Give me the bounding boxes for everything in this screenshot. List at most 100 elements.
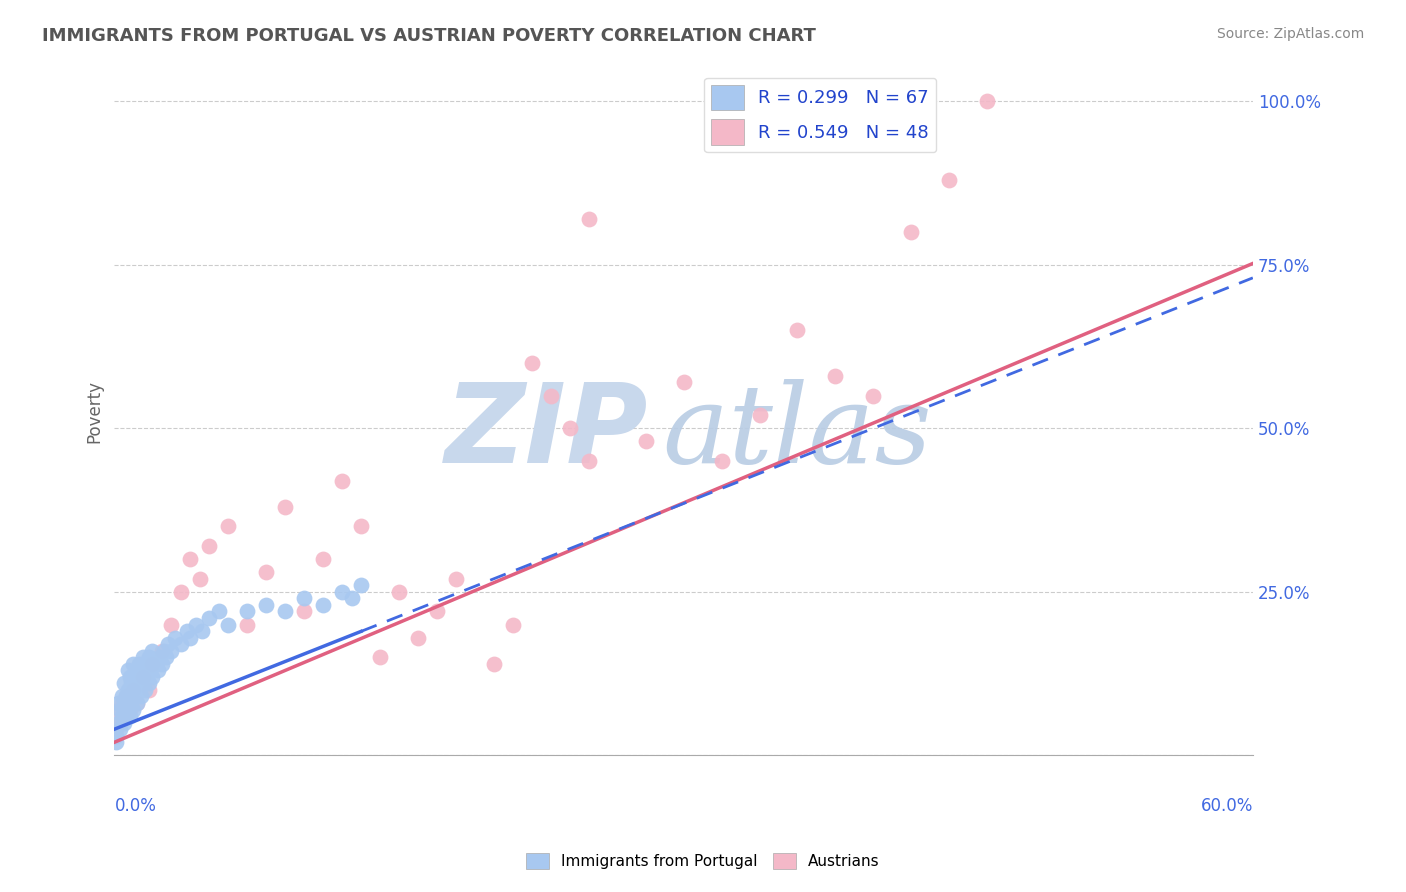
Point <box>118 670 141 684</box>
Point <box>184 617 207 632</box>
Point <box>134 682 156 697</box>
Point <box>129 690 152 704</box>
Point <box>118 709 141 723</box>
Point <box>190 624 212 638</box>
Point <box>118 690 141 704</box>
Point <box>121 696 143 710</box>
Point <box>111 690 134 704</box>
Point <box>388 584 411 599</box>
Point <box>132 650 155 665</box>
Point <box>160 617 183 632</box>
Text: 0.0%: 0.0% <box>114 797 156 814</box>
Point <box>112 715 135 730</box>
Point <box>124 670 146 684</box>
Point <box>112 709 135 723</box>
Point <box>124 690 146 704</box>
Point <box>862 388 884 402</box>
Point <box>108 702 131 716</box>
Point <box>138 676 160 690</box>
Point <box>122 702 145 716</box>
Point <box>117 663 139 677</box>
Point <box>135 670 157 684</box>
Point <box>368 650 391 665</box>
Point <box>105 729 128 743</box>
Point <box>139 663 162 677</box>
Point <box>138 650 160 665</box>
Point <box>132 670 155 684</box>
Point <box>540 388 562 402</box>
Point <box>111 696 134 710</box>
Point <box>976 94 998 108</box>
Point <box>128 657 150 671</box>
Point <box>149 650 172 665</box>
Point <box>132 676 155 690</box>
Point <box>107 715 129 730</box>
Point <box>444 572 467 586</box>
Point <box>105 735 128 749</box>
Point <box>198 539 221 553</box>
Point <box>179 631 201 645</box>
Point <box>141 670 163 684</box>
Point <box>254 598 277 612</box>
Point <box>156 637 179 651</box>
Point <box>292 604 315 618</box>
Text: IMMIGRANTS FROM PORTUGAL VS AUSTRIAN POVERTY CORRELATION CHART: IMMIGRANTS FROM PORTUGAL VS AUSTRIAN POV… <box>42 27 815 45</box>
Point <box>146 663 169 677</box>
Point <box>160 643 183 657</box>
Point <box>112 676 135 690</box>
Point <box>129 663 152 677</box>
Legend: R = 0.299   N = 67, R = 0.549   N = 48: R = 0.299 N = 67, R = 0.549 N = 48 <box>704 78 936 153</box>
Point <box>152 643 174 657</box>
Point <box>127 676 149 690</box>
Point <box>786 323 808 337</box>
Legend: Immigrants from Portugal, Austrians: Immigrants from Portugal, Austrians <box>520 847 886 875</box>
Point <box>312 598 335 612</box>
Point <box>117 682 139 697</box>
Point <box>176 624 198 638</box>
Point <box>107 702 129 716</box>
Point <box>312 552 335 566</box>
Point <box>118 702 141 716</box>
Point <box>634 434 657 449</box>
Point <box>179 552 201 566</box>
Point <box>406 631 429 645</box>
Point <box>122 682 145 697</box>
Point <box>217 519 239 533</box>
Point <box>520 356 543 370</box>
Point <box>198 611 221 625</box>
Point <box>482 657 505 671</box>
Point <box>710 454 733 468</box>
Point <box>114 690 136 704</box>
Point <box>292 591 315 606</box>
Point <box>236 604 259 618</box>
Point <box>128 682 150 697</box>
Point <box>108 715 131 730</box>
Point <box>114 690 136 704</box>
Point <box>145 657 167 671</box>
Point <box>108 722 131 736</box>
Point <box>188 572 211 586</box>
Point <box>105 722 128 736</box>
Point <box>900 225 922 239</box>
Point <box>426 604 449 618</box>
Text: atlas: atlas <box>662 379 932 486</box>
Point <box>330 474 353 488</box>
Point <box>134 663 156 677</box>
Point <box>502 617 524 632</box>
Point <box>330 584 353 599</box>
Point <box>558 421 581 435</box>
Point <box>217 617 239 632</box>
Point <box>165 631 187 645</box>
Point <box>150 657 173 671</box>
Point <box>155 650 177 665</box>
Point <box>208 604 231 618</box>
Point <box>350 578 373 592</box>
Point <box>340 591 363 606</box>
Text: 60.0%: 60.0% <box>1201 797 1253 814</box>
Point <box>274 500 297 514</box>
Point <box>122 657 145 671</box>
Point <box>141 643 163 657</box>
Y-axis label: Poverty: Poverty <box>86 380 103 443</box>
Point <box>122 682 145 697</box>
Point <box>150 643 173 657</box>
